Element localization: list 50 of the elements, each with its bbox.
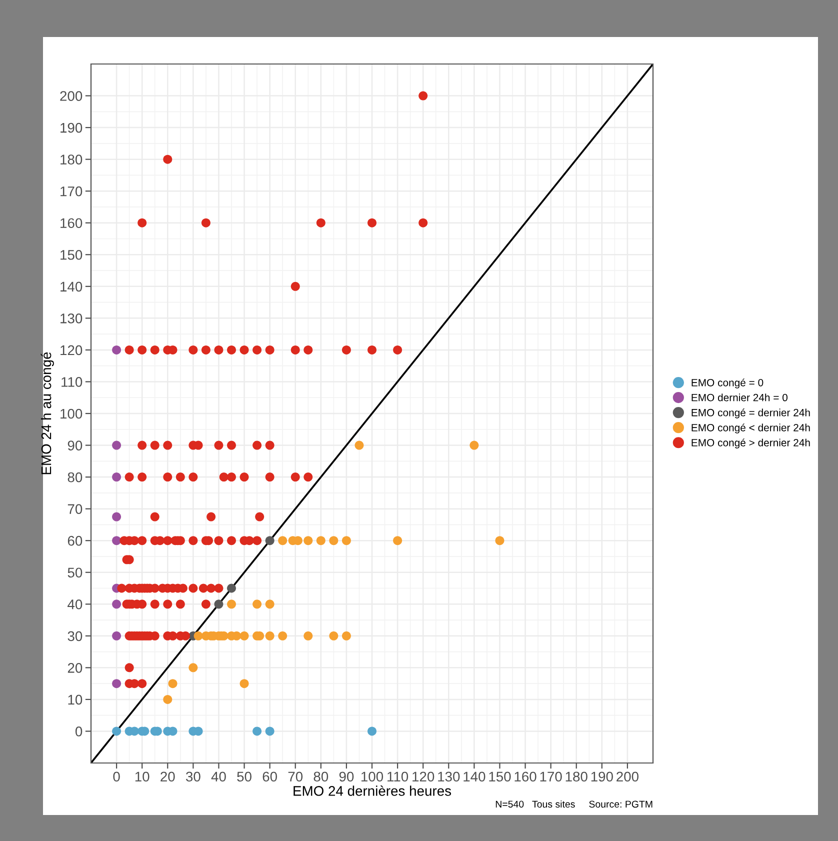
x-tick-label: 90 [339, 772, 354, 782]
x-tick-label: 110 [388, 772, 408, 782]
legend-label: EMO congé < dernier 24h [692, 424, 810, 434]
y-tick-label: 130 [60, 314, 82, 324]
legend-label: EMO congé = dernier 24h [692, 408, 810, 418]
y-tick-label: 70 [68, 504, 82, 514]
y-tick-label: 170 [60, 186, 82, 196]
y-tick-label: 60 [68, 536, 82, 546]
text: N=540 Tous sites Source: PGTM [496, 800, 652, 808]
x-tick-label: 120 [412, 772, 434, 782]
x-tick-label: 180 [566, 772, 588, 782]
x-tick-label: 70 [288, 772, 303, 782]
y-tick-label: 140 [60, 282, 82, 292]
legend-label: EMO dernier 24h = 0 [692, 394, 788, 402]
y-tick-label: 120 [60, 345, 82, 356]
y-tick-label: 90 [68, 440, 82, 450]
x-tick-label: 60 [262, 772, 277, 782]
x-tick-label: 170 [540, 772, 562, 782]
legend-label: EMO congé = 0 [692, 378, 764, 388]
x-tick-label: 30 [186, 772, 200, 782]
legend-label: EMO congé > dernier 24h [692, 438, 810, 448]
x-tick-label: 200 [616, 772, 638, 782]
x-tick-label: 190 [591, 772, 613, 782]
y-tick-label: 150 [60, 250, 82, 260]
y-tick-label: 110 [62, 377, 82, 387]
y-tick-label: 40 [68, 599, 82, 610]
y-axis-title: EMO 24 h au congé [40, 352, 54, 474]
x-tick-label: 100 [361, 772, 384, 782]
x-axis-title: EMO 24 dernières heures [294, 786, 452, 796]
x-tick-label: 40 [211, 772, 226, 782]
y-tick-label: 100 [60, 408, 82, 419]
y-tick-label: 180 [60, 154, 82, 164]
y-tick-label: 0 [75, 726, 82, 736]
y-tick-label: 50 [68, 568, 82, 578]
x-tick-label: 0 [113, 772, 120, 782]
y-tick-label: 10 [68, 694, 82, 705]
y-tick-label: 160 [60, 218, 82, 228]
x-tick-label: 50 [237, 772, 252, 782]
y-tick-label: 20 [68, 663, 82, 673]
x-tick-label: 150 [489, 772, 511, 782]
x-tick-label: 20 [160, 772, 175, 782]
x-tick-label: 160 [514, 772, 536, 782]
x-tick-label: 140 [464, 772, 486, 782]
x-tick-label: 10 [135, 772, 150, 782]
y-tick-label: 80 [68, 472, 82, 482]
y-tick-label: 190 [60, 122, 82, 133]
x-tick-label: 80 [314, 772, 328, 782]
y-tick-label: 30 [68, 631, 82, 642]
x-tick-label: 130 [438, 772, 460, 782]
y-tick-label: 200 [60, 91, 82, 101]
